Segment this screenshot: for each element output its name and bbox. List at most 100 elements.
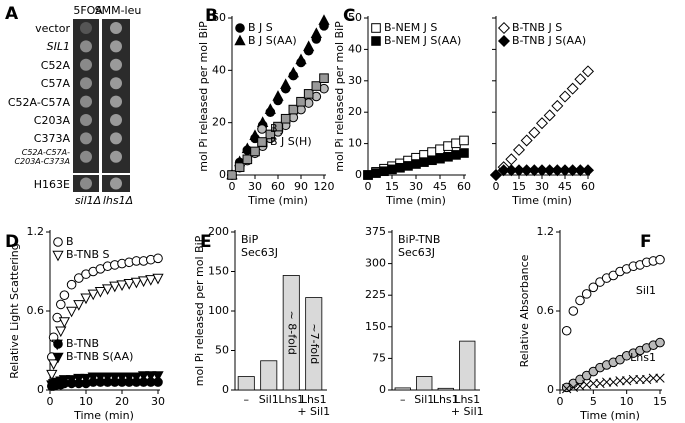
row-label: SIL1 bbox=[46, 40, 70, 54]
bar bbox=[437, 387, 454, 391]
colony-spot bbox=[80, 58, 92, 71]
colony-spot bbox=[110, 132, 122, 145]
row-label-box: C52A bbox=[41, 59, 70, 72]
marker bbox=[395, 162, 405, 173]
x-tick-label-box: Lhs1 + Sil1 bbox=[297, 394, 331, 418]
y-tick-label: 75 bbox=[372, 351, 386, 364]
row-label-box: C52A-C57A bbox=[8, 96, 70, 109]
marker bbox=[94, 286, 107, 298]
x-tick-label: 0 bbox=[365, 180, 372, 193]
marker bbox=[427, 147, 437, 157]
y-tick-label: 1.2 bbox=[537, 225, 555, 238]
colony-spot bbox=[80, 77, 92, 90]
marker bbox=[558, 90, 572, 103]
legend-marker bbox=[235, 23, 245, 33]
x-tick-label-box: Sil1 bbox=[258, 394, 279, 406]
marker bbox=[287, 66, 299, 78]
colony-spot bbox=[110, 77, 122, 90]
x-tick-label: 30 bbox=[248, 180, 262, 193]
marker bbox=[489, 168, 503, 182]
y-tick-label: 0 bbox=[37, 383, 44, 396]
marker bbox=[73, 373, 85, 385]
marker bbox=[543, 109, 556, 122]
row-label: C52A-C57A- C203A-C373A bbox=[14, 147, 70, 166]
x-axis-label: Time (min) bbox=[579, 409, 640, 422]
legend-marker bbox=[52, 250, 64, 262]
x-tick-label: Sil1 bbox=[414, 394, 435, 406]
marker bbox=[459, 135, 469, 146]
row-label-box: C203A bbox=[34, 114, 70, 127]
marker bbox=[379, 166, 389, 177]
y-tick-label: 300 bbox=[365, 257, 386, 270]
marker bbox=[80, 293, 92, 305]
x-tick-label-box: – bbox=[244, 394, 250, 406]
colony-spot bbox=[80, 132, 92, 145]
marker bbox=[65, 375, 78, 386]
marker bbox=[94, 372, 107, 384]
marker bbox=[451, 138, 461, 149]
y-tick-label: 1.2 bbox=[27, 225, 45, 238]
marker bbox=[318, 14, 330, 25]
marker bbox=[116, 372, 128, 384]
y-axis-label: mol Pi released per mol BiP bbox=[193, 235, 206, 386]
x-tick-label-box: – bbox=[400, 394, 406, 406]
marker bbox=[615, 376, 625, 386]
x-tick-label: 45 bbox=[433, 180, 447, 193]
legend-label: Lhs1 bbox=[630, 351, 656, 364]
panel-label: F bbox=[640, 232, 652, 252]
colony-spot bbox=[110, 95, 122, 108]
bar bbox=[282, 275, 300, 391]
row-label: vector bbox=[35, 22, 70, 35]
marker bbox=[58, 317, 71, 328]
marker bbox=[459, 148, 469, 158]
marker bbox=[74, 273, 84, 283]
marker bbox=[581, 289, 592, 299]
y-axis-label: Relative Absorbance bbox=[518, 254, 531, 367]
y-tick-label: 100 bbox=[208, 304, 229, 317]
marker bbox=[152, 273, 164, 285]
marker bbox=[55, 326, 67, 338]
legend-label: B-TNB S bbox=[66, 248, 109, 261]
inset-text: BiP-TNB bbox=[398, 233, 440, 246]
y-tick-label: 0.6 bbox=[27, 304, 45, 317]
x-tick-label: 15 bbox=[653, 395, 667, 408]
y-tick-label: 10 bbox=[348, 137, 362, 150]
marker bbox=[47, 359, 60, 371]
legend-label: B J S(AA) bbox=[248, 34, 297, 47]
y-tick-label: 225 bbox=[365, 288, 386, 301]
x-tick-label: 30 bbox=[151, 395, 165, 408]
x-tick-label: 60 bbox=[581, 180, 595, 193]
legend-label: B-NEM J S bbox=[384, 21, 437, 34]
x-tick-label: 90 bbox=[294, 180, 308, 193]
colony-spot bbox=[110, 40, 122, 53]
y-tick-label: 375 bbox=[365, 225, 386, 238]
x-tick-label: Lhs1 + Sil1 bbox=[297, 394, 331, 418]
legend-marker bbox=[371, 23, 381, 33]
marker bbox=[655, 337, 665, 348]
row-label-box: H163E bbox=[33, 177, 70, 191]
marker bbox=[109, 372, 121, 384]
marker bbox=[568, 306, 579, 316]
x-tick-label: Sil1 bbox=[258, 394, 279, 406]
legend-marker bbox=[234, 34, 246, 46]
legend-marker bbox=[53, 339, 63, 349]
legend-label: B J S(H) bbox=[270, 135, 312, 148]
legend-label: B-TNB bbox=[66, 337, 99, 350]
x-tick-label: Lhs1 bbox=[432, 394, 459, 406]
x-tick-label: 0 bbox=[229, 180, 236, 193]
row-label: H163E bbox=[33, 177, 70, 191]
y-tick-label: 30 bbox=[348, 74, 362, 87]
y-tick-label: 50 bbox=[215, 344, 229, 357]
x-tick-label-box: Lhs1 bbox=[278, 394, 304, 406]
colony-spot bbox=[80, 22, 92, 34]
marker bbox=[443, 151, 453, 162]
marker bbox=[648, 373, 658, 383]
marker bbox=[56, 299, 66, 310]
marker bbox=[288, 104, 299, 115]
marker bbox=[655, 254, 665, 265]
marker bbox=[628, 374, 638, 385]
marker bbox=[581, 164, 595, 177]
marker bbox=[655, 373, 665, 383]
colony-spot bbox=[80, 177, 92, 190]
